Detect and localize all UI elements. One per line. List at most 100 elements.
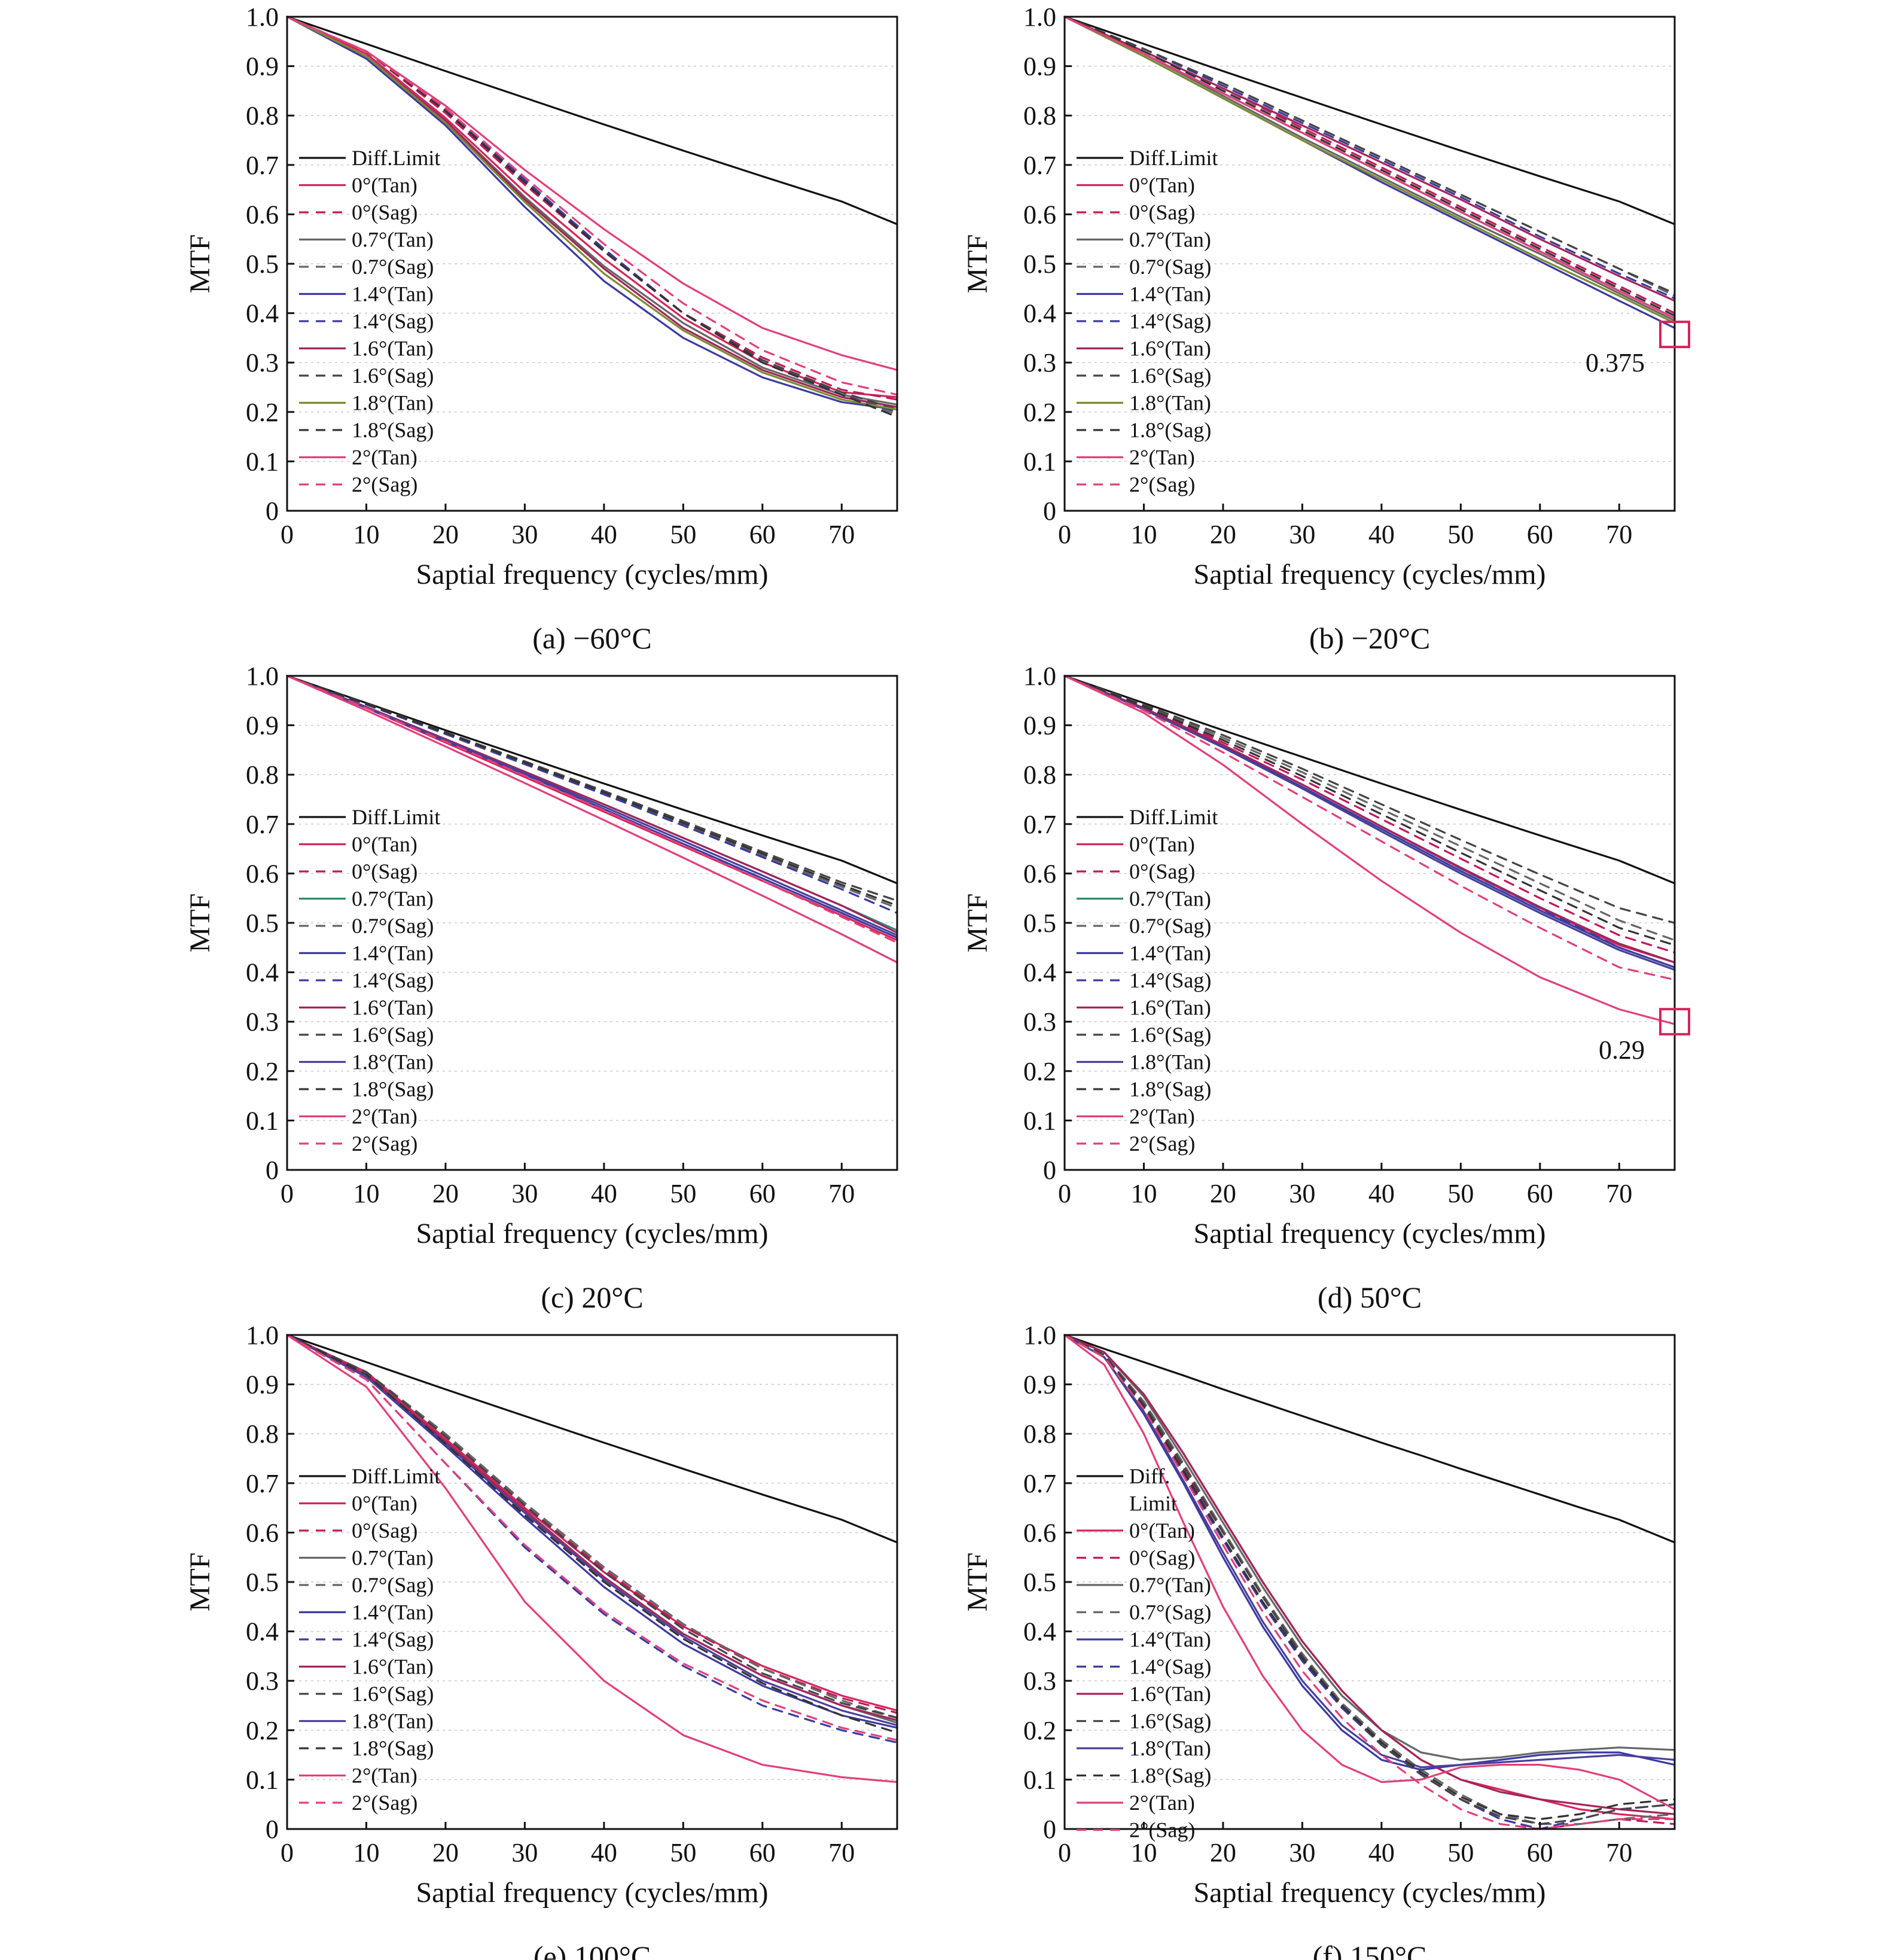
legend-label-11: 2°(Tan) — [1129, 446, 1195, 470]
y-tick-label: 0.2 — [246, 1057, 279, 1086]
legend-label-12: 2°(Sag) — [352, 1132, 417, 1156]
series-line-12 — [286, 16, 898, 396]
legend-label-1: 0°(Tan) — [352, 833, 417, 856]
series-line-9 — [1063, 675, 1676, 971]
x-axis-label: Saptial frequency (cycles/mm) — [1193, 1877, 1545, 1909]
y-tick-label: 0.3 — [1023, 1666, 1056, 1696]
panel-caption: (c) 20°C — [541, 1281, 643, 1314]
y-axis: 0 0.1 0.2 0.3 0.4 0.5 0.6 0.7 0.8 0.9 1.0 — [1023, 1321, 1072, 1844]
y-tick-label: 0.5 — [1023, 1568, 1056, 1597]
y-tick-label: 0.4 — [246, 1617, 279, 1647]
y-tick-label: 0.6 — [1023, 1518, 1056, 1547]
legend-label-7: 1.6°(Tan) — [1129, 337, 1211, 361]
series-line-2 — [1063, 1334, 1676, 1830]
y-axis-label: MTF — [184, 1553, 216, 1612]
y-tick-label: 0.2 — [246, 398, 279, 427]
legend-label-10: 1.8°(Sag) — [1129, 418, 1211, 442]
y-axis: 0 0.1 0.2 0.3 0.4 0.5 0.6 0.7 0.8 0.9 1.0 — [1023, 662, 1072, 1185]
y-tick-label: 1.0 — [1023, 1321, 1056, 1350]
x-axis: 0 10 20 30 40 50 60 70 — [1058, 1822, 1632, 1867]
y-tick-label: 0.2 — [246, 1716, 279, 1745]
y-axis: 0 0.1 0.2 0.3 0.4 0.5 0.6 0.7 0.8 0.9 1.0 — [246, 1321, 294, 1844]
x-axis: 0 10 20 30 40 50 60 70 — [281, 1822, 855, 1867]
chart-panel-4: 0 0.1 0.2 0.3 0.4 0.5 0.6 0.7 0.8 0.9 1.0 0 10 20 30 40… — [184, 1321, 898, 1960]
legend-label-11: 2°(Tan) — [352, 1764, 417, 1788]
y-tick-label: 0 — [1043, 496, 1056, 526]
panel-caption: (e) 100°C — [534, 1940, 651, 1960]
series-line-11 — [1063, 1334, 1676, 1810]
panel-caption: (a) −60°C — [532, 621, 652, 655]
x-tick-label: 50 — [1447, 520, 1474, 549]
y-tick-label: 0.3 — [246, 348, 279, 377]
x-tick-label: 10 — [353, 1838, 379, 1867]
x-tick-label: 40 — [591, 520, 617, 549]
series-line-12 — [1063, 675, 1676, 981]
y-axis-label: MTF — [184, 894, 216, 953]
series-line-3 — [1063, 1334, 1676, 1761]
x-axis: 0 10 20 30 40 50 60 70 — [1058, 1163, 1632, 1208]
legend-label-4: 0.7°(Sag) — [1129, 914, 1211, 938]
y-tick-label: 0.3 — [1023, 1007, 1056, 1037]
legend-label-11: 2°(Tan) — [1129, 1791, 1195, 1815]
legend-label-0: Diff. — [1129, 1464, 1170, 1488]
legend-label-8: 1.6°(Sag) — [352, 1682, 434, 1706]
legend-label-10: 1.8°(Sag) — [1129, 1764, 1211, 1788]
legend-label-8: 1.6°(Sag) — [352, 1023, 434, 1047]
legend-label-10: 1.8°(Sag) — [352, 418, 434, 442]
x-tick-label: 10 — [1130, 520, 1157, 549]
y-tick-label: 0.3 — [1023, 348, 1056, 377]
legend-label-4: 0.7°(Sag) — [352, 914, 434, 938]
grid-lines — [287, 724, 897, 1121]
x-axis-label: Saptial frequency (cycles/mm) — [1193, 1218, 1545, 1249]
x-tick-label: 70 — [828, 520, 855, 549]
series-line-1 — [286, 16, 898, 398]
y-tick-label: 0.9 — [1023, 711, 1056, 740]
legend-label-7: 1.6°(Tan) — [352, 337, 434, 361]
panel-caption: (b) −20°C — [1309, 621, 1430, 655]
legend-label-1: 0°(Tan) — [352, 173, 417, 197]
series-line-9 — [1063, 16, 1676, 324]
x-tick-label: 60 — [749, 520, 776, 549]
x-tick-label: 10 — [1130, 1179, 1157, 1208]
x-axis-label: Saptial frequency (cycles/mm) — [416, 559, 768, 590]
series-lines — [286, 675, 898, 964]
y-tick-label: 0 — [266, 496, 279, 526]
grid-lines — [1065, 65, 1675, 462]
legend-label-5: 1.4°(Tan) — [1129, 282, 1211, 306]
y-tick-label: 0.2 — [1023, 398, 1056, 427]
series-line-6 — [1063, 1334, 1676, 1830]
legend-label-0: Diff.Limit — [352, 805, 440, 829]
y-tick-label: 0.8 — [246, 760, 279, 790]
series-line-10 — [1063, 16, 1676, 317]
y-tick-label: 0.8 — [1023, 760, 1056, 790]
x-tick-label: 30 — [511, 1179, 538, 1208]
x-tick-label: 10 — [353, 520, 379, 549]
x-tick-label: 40 — [591, 1179, 617, 1208]
x-tick-label: 50 — [670, 1838, 696, 1867]
x-tick-label: 20 — [432, 1838, 459, 1867]
x-tick-label: 20 — [1210, 1179, 1236, 1208]
legend: Diff.Limit 0°(Tan) 0°(Sag) 0.7°(Tan) 0.7°(Sa… — [299, 1464, 440, 1815]
series-line-11 — [1063, 675, 1676, 1025]
y-tick-label: 0.7 — [1023, 151, 1056, 180]
y-tick-label: 0.9 — [246, 1370, 279, 1400]
y-tick-label: 0 — [266, 1815, 279, 1844]
y-axis: 0 0.1 0.2 0.3 0.4 0.5 0.6 0.7 0.8 0.9 1.0 — [246, 662, 294, 1185]
series-line-0 — [1063, 16, 1676, 225]
y-tick-label: 0.7 — [246, 151, 279, 180]
legend-label-6: 1.4°(Sag) — [1129, 1655, 1211, 1679]
x-tick-label: 70 — [1606, 1838, 1632, 1867]
series-line-8 — [1063, 1334, 1676, 1825]
series-line-11 — [286, 1334, 898, 1784]
series-line-6 — [286, 1334, 898, 1743]
legend-label-10: 1.8°(Sag) — [352, 1736, 434, 1760]
y-tick-label: 0.3 — [246, 1666, 279, 1696]
legend-label-6: 1.4°(Sag) — [352, 309, 434, 333]
y-tick-label: 0.4 — [246, 299, 279, 328]
y-tick-label: 0 — [1043, 1815, 1056, 1844]
y-axis-label: MTF — [962, 1553, 993, 1612]
x-tick-label: 40 — [591, 1838, 617, 1867]
legend-label-2: 0°(Sag) — [352, 1519, 417, 1543]
series-line-10 — [286, 675, 898, 907]
y-axis: 0 0.1 0.2 0.3 0.4 0.5 0.6 0.7 0.8 0.9 1.0 — [1023, 2, 1072, 526]
